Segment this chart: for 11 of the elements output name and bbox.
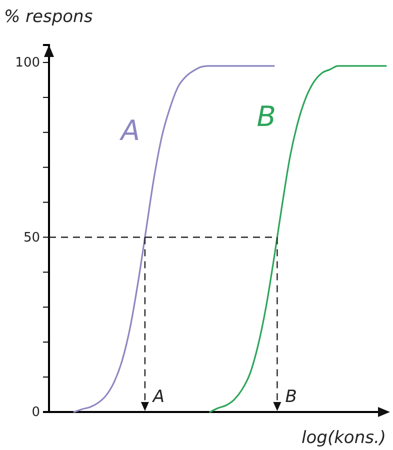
annotation: A [152,387,165,407]
y-tick-label: 0 [32,405,40,420]
series-label: A [118,114,140,147]
line-series [209,65,387,413]
series-label: B [256,100,276,133]
y-tick-label: 50 [23,230,40,246]
y-axis-title: % respons [4,7,93,27]
y-tick-label: 100 [15,56,40,71]
annotation: B [285,387,297,407]
line-series [73,65,275,413]
x-axis-title: log(kons.) [302,428,386,448]
